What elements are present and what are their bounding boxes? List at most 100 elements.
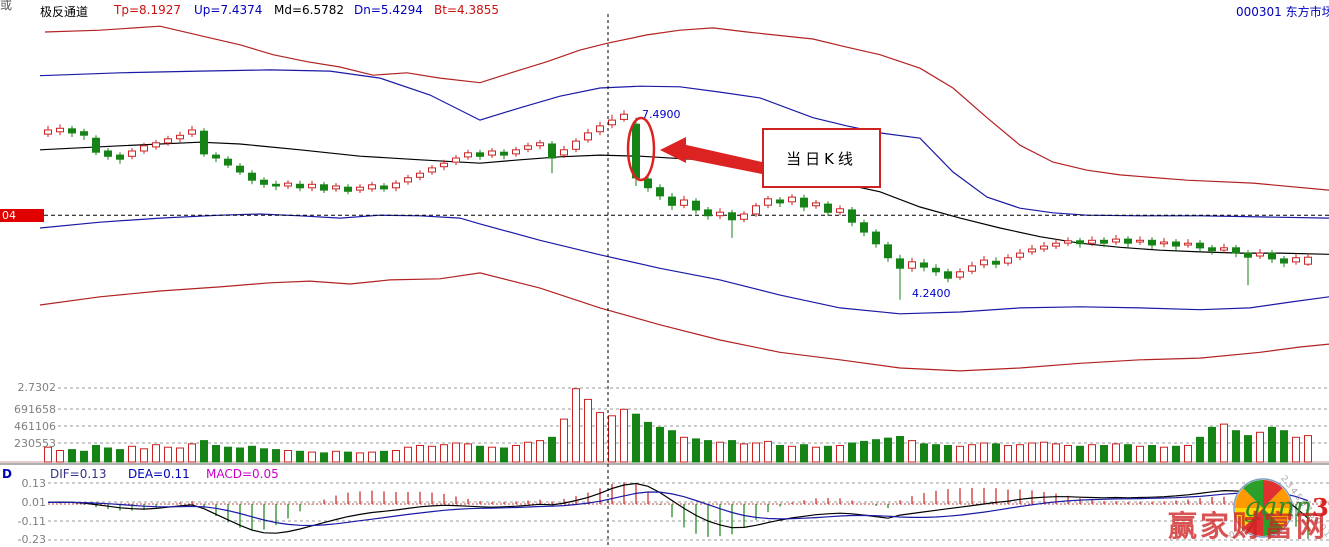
candle-body <box>356 186 364 191</box>
callout-box-today-kline: 当日K线 <box>762 128 881 188</box>
candle-body <box>344 186 352 192</box>
volume-bar <box>608 415 616 463</box>
watermark-brand-text: gann360 <box>1244 492 1329 523</box>
dif-value-label: DIF=0.13 <box>50 467 107 481</box>
up-line <box>39 69 1329 219</box>
indicator-param-dn: Dn=5.4294 <box>354 3 423 17</box>
candle-body <box>200 130 208 155</box>
candle-body <box>500 151 508 156</box>
volume-bar <box>980 442 988 463</box>
volume-bar <box>884 437 892 463</box>
macd-axis-label: -0.11 <box>17 515 46 528</box>
callout-arrow-body <box>682 144 762 174</box>
volume-bar <box>584 398 592 463</box>
volume-bar <box>1052 443 1060 463</box>
candle-body <box>944 271 952 279</box>
candle-body <box>80 131 88 136</box>
dn-line <box>39 213 1329 315</box>
candle-body <box>416 172 424 178</box>
candle-body <box>968 265 976 272</box>
volume-bar <box>1256 431 1264 463</box>
volume-bar <box>1136 445 1144 463</box>
candle-body <box>1052 242 1060 247</box>
volume-bar <box>524 441 532 463</box>
candle-body <box>1040 245 1048 250</box>
volume-bar <box>1064 445 1072 463</box>
volume-axis-label: 691658 <box>14 403 56 416</box>
candle-body <box>1220 247 1228 251</box>
volume-bar <box>428 445 436 463</box>
volume-bar <box>488 446 496 463</box>
macd-axis-label: 0.13 <box>21 477 47 490</box>
candle-body <box>800 197 808 208</box>
candle-body <box>560 149 568 156</box>
volume-bar <box>320 452 328 463</box>
candle-body <box>1112 238 1120 243</box>
volume-bar <box>368 451 376 463</box>
volume-bar <box>1100 445 1108 463</box>
volume-bar <box>1004 445 1012 463</box>
candle-body <box>752 205 760 215</box>
candle-body <box>68 128 76 134</box>
volume-series[interactable] <box>44 388 1312 463</box>
volume-bar <box>440 444 448 463</box>
candle-body <box>644 178 652 189</box>
candle-body <box>1136 239 1144 243</box>
volume-bar <box>560 418 568 463</box>
candle-body <box>296 183 304 189</box>
volume-bar <box>920 443 928 463</box>
candle-body <box>836 208 844 213</box>
volume-bar <box>992 443 1000 463</box>
volume-axis-label: 230553 <box>14 437 56 450</box>
volume-bar <box>668 430 676 463</box>
candle-body <box>128 150 136 157</box>
volume-bar <box>716 441 724 463</box>
volume-bar <box>1280 430 1288 463</box>
gridlines <box>0 387 1329 541</box>
candle-body <box>1064 240 1072 244</box>
volume-bar <box>536 440 544 463</box>
candle-body <box>1100 239 1108 244</box>
volume-bar <box>656 426 664 463</box>
candle-body <box>164 138 172 144</box>
candle-body <box>1028 248 1036 253</box>
volume-bar <box>296 450 304 463</box>
candle-body <box>1304 256 1312 265</box>
candle-body <box>392 182 400 189</box>
volume-bar <box>632 413 640 463</box>
candle-body <box>548 143 556 159</box>
candle-body <box>1292 257 1300 263</box>
candle-body <box>428 167 436 173</box>
volume-bar <box>896 436 904 463</box>
candle-body <box>920 262 928 268</box>
volume-bar <box>1088 444 1096 463</box>
candle-body <box>260 179 268 185</box>
volume-bar <box>944 445 952 463</box>
candle-body <box>608 119 616 126</box>
volume-bar <box>464 443 472 463</box>
highlight-ellipse <box>626 116 656 182</box>
volume-bar <box>452 442 460 463</box>
volume-bar <box>692 438 700 463</box>
volume-bar <box>680 436 688 463</box>
volume-bar <box>788 445 796 463</box>
volume-bar <box>176 447 184 463</box>
candle-body <box>308 183 316 189</box>
candle-body <box>476 152 484 157</box>
candlestick-series[interactable] <box>44 110 1312 300</box>
volume-bar <box>596 412 604 463</box>
candle-body <box>1124 238 1132 244</box>
volume-bar <box>1040 441 1048 463</box>
candle-body <box>536 142 544 147</box>
macd-series[interactable] <box>47 482 1309 540</box>
annotation-shapes <box>626 116 762 182</box>
volume-bar <box>308 451 316 463</box>
candle-body <box>848 209 856 223</box>
candle-body <box>1004 257 1012 264</box>
candle-body <box>932 267 940 273</box>
candle-body <box>1280 258 1288 264</box>
candle-body <box>1268 252 1276 260</box>
candle-body <box>236 165 244 173</box>
volume-bar <box>572 388 580 463</box>
